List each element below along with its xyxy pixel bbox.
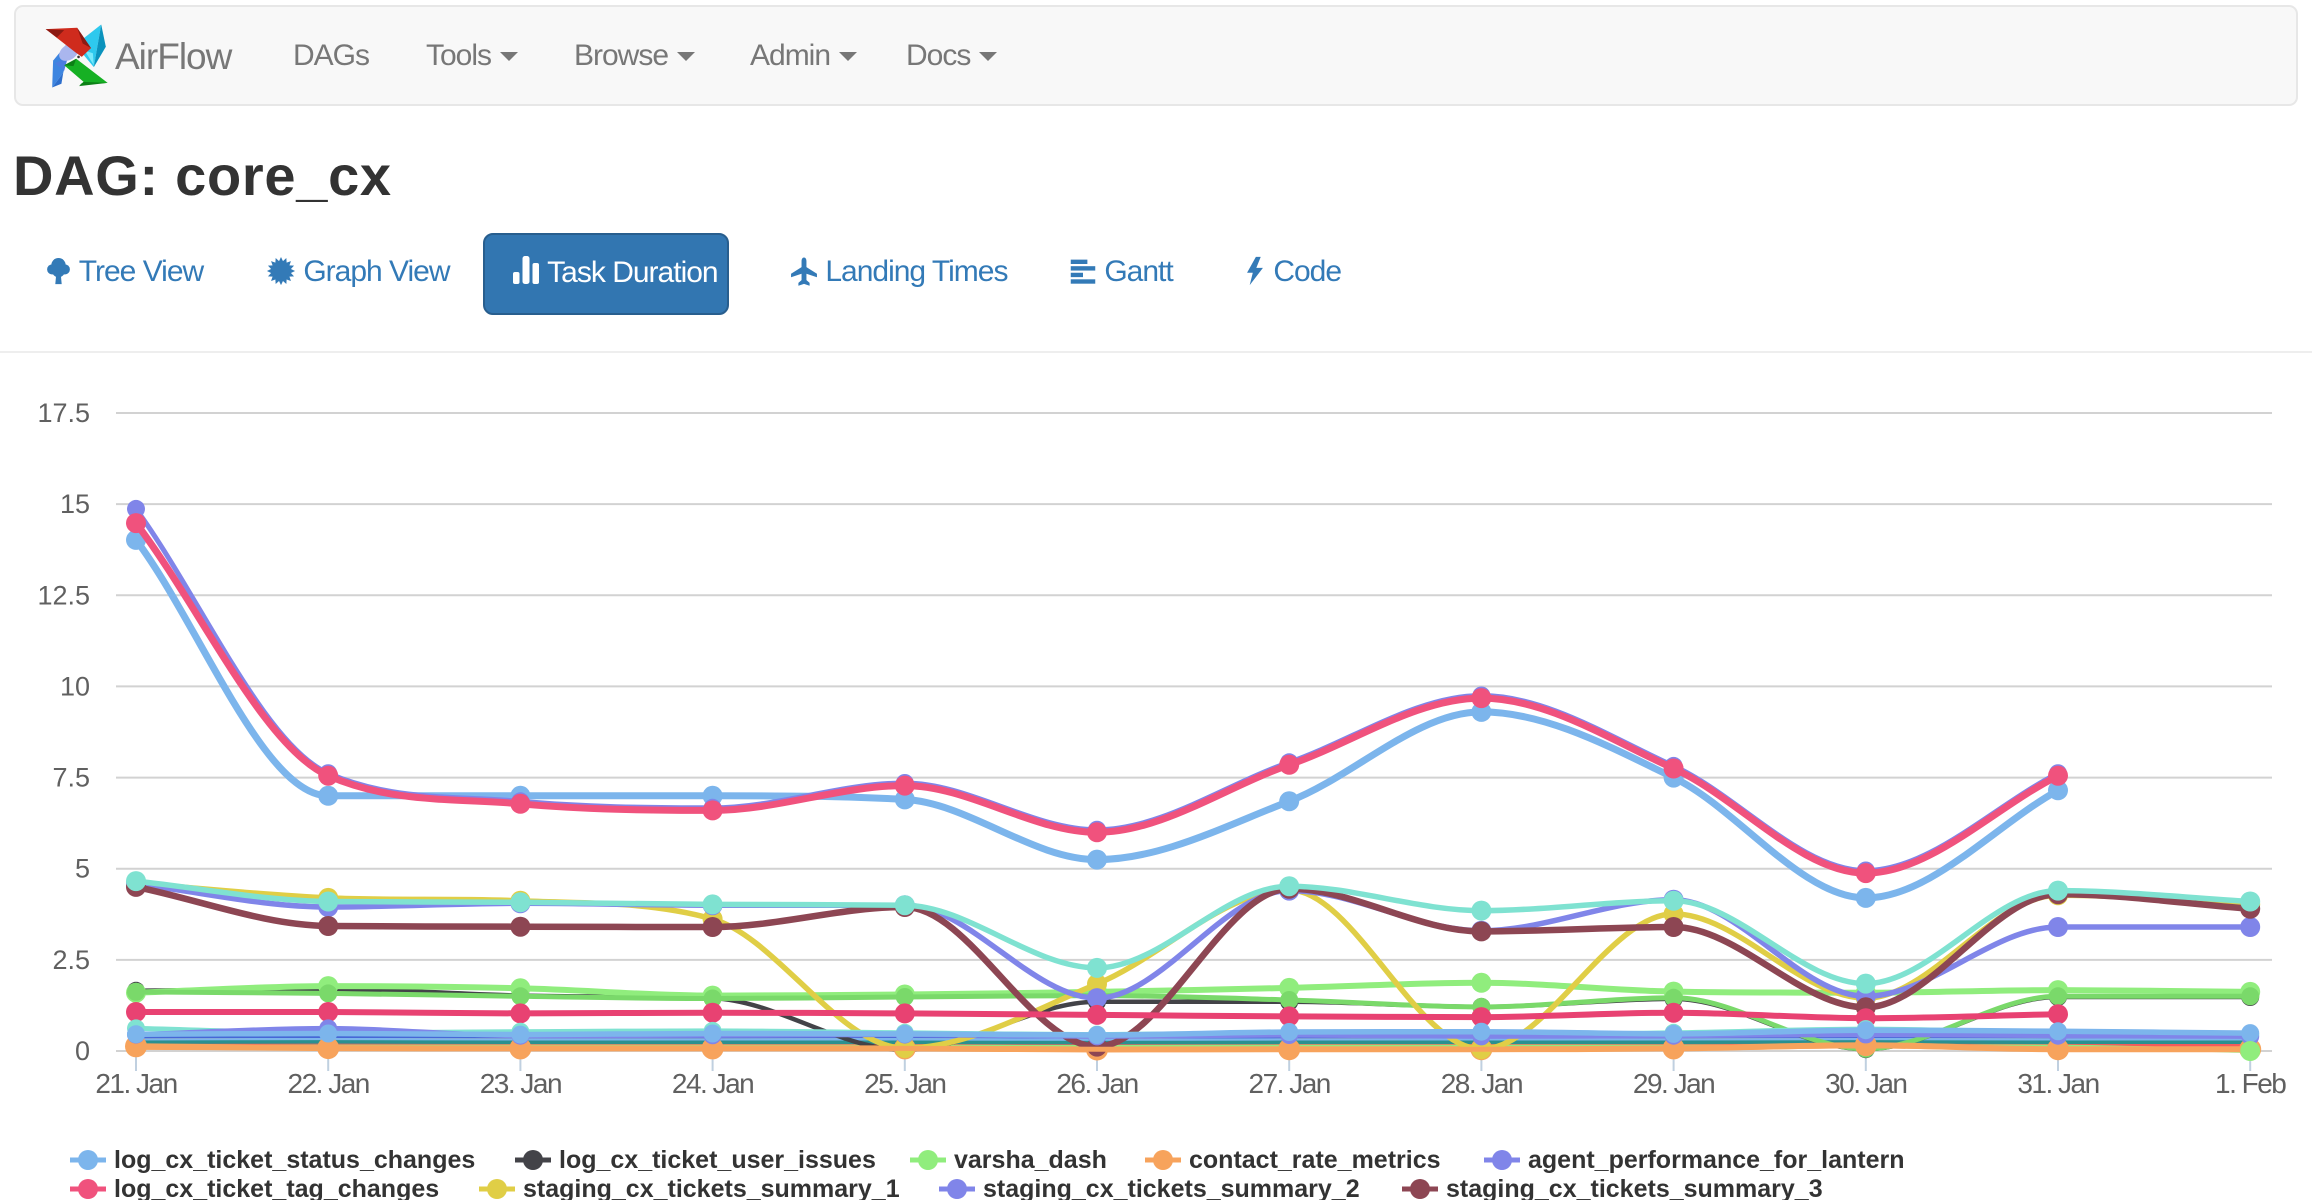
svg-text:24. Jan: 24. Jan (672, 1068, 753, 1099)
svg-text:1. Feb: 1. Feb (2215, 1068, 2286, 1099)
svg-text:staging_cx_tickets_summary_2: staging_cx_tickets_summary_2 (983, 1175, 1360, 1200)
svg-text:0: 0 (75, 1036, 90, 1066)
svg-text:21. Jan: 21. Jan (95, 1068, 176, 1099)
svg-text:log_cx_ticket_tag_changes: log_cx_ticket_tag_changes (114, 1175, 439, 1200)
svg-text:31. Jan: 31. Jan (2017, 1068, 2098, 1099)
svg-text:5: 5 (75, 854, 90, 884)
svg-text:agent_performance_for_lantern: agent_performance_for_lantern (1528, 1146, 1905, 1174)
svg-text:28. Jan: 28. Jan (1441, 1068, 1522, 1099)
svg-text:10: 10 (60, 671, 90, 701)
svg-text:25. Jan: 25. Jan (864, 1068, 945, 1099)
svg-text:staging_cx_tickets_summary_3: staging_cx_tickets_summary_3 (1446, 1175, 1823, 1200)
svg-text:log_cx_ticket_status_changes: log_cx_ticket_status_changes (114, 1146, 475, 1174)
svg-text:15: 15 (60, 489, 90, 519)
svg-text:log_cx_ticket_user_issues: log_cx_ticket_user_issues (559, 1146, 876, 1174)
svg-text:contact_rate_metrics: contact_rate_metrics (1189, 1146, 1441, 1174)
svg-text:7.5: 7.5 (52, 763, 90, 793)
svg-text:varsha_dash: varsha_dash (954, 1146, 1107, 1174)
svg-text:29. Jan: 29. Jan (1633, 1068, 1714, 1099)
svg-text:30. Jan: 30. Jan (1825, 1068, 1906, 1099)
svg-text:17.5: 17.5 (37, 398, 90, 428)
svg-text:27. Jan: 27. Jan (1249, 1068, 1330, 1099)
svg-text:22. Jan: 22. Jan (288, 1068, 369, 1099)
svg-text:23. Jan: 23. Jan (480, 1068, 561, 1099)
svg-text:12.5: 12.5 (37, 580, 90, 610)
svg-text:26. Jan: 26. Jan (1056, 1068, 1137, 1099)
svg-text:staging_cx_tickets_summary_1: staging_cx_tickets_summary_1 (523, 1175, 900, 1200)
svg-text:2.5: 2.5 (52, 945, 90, 975)
